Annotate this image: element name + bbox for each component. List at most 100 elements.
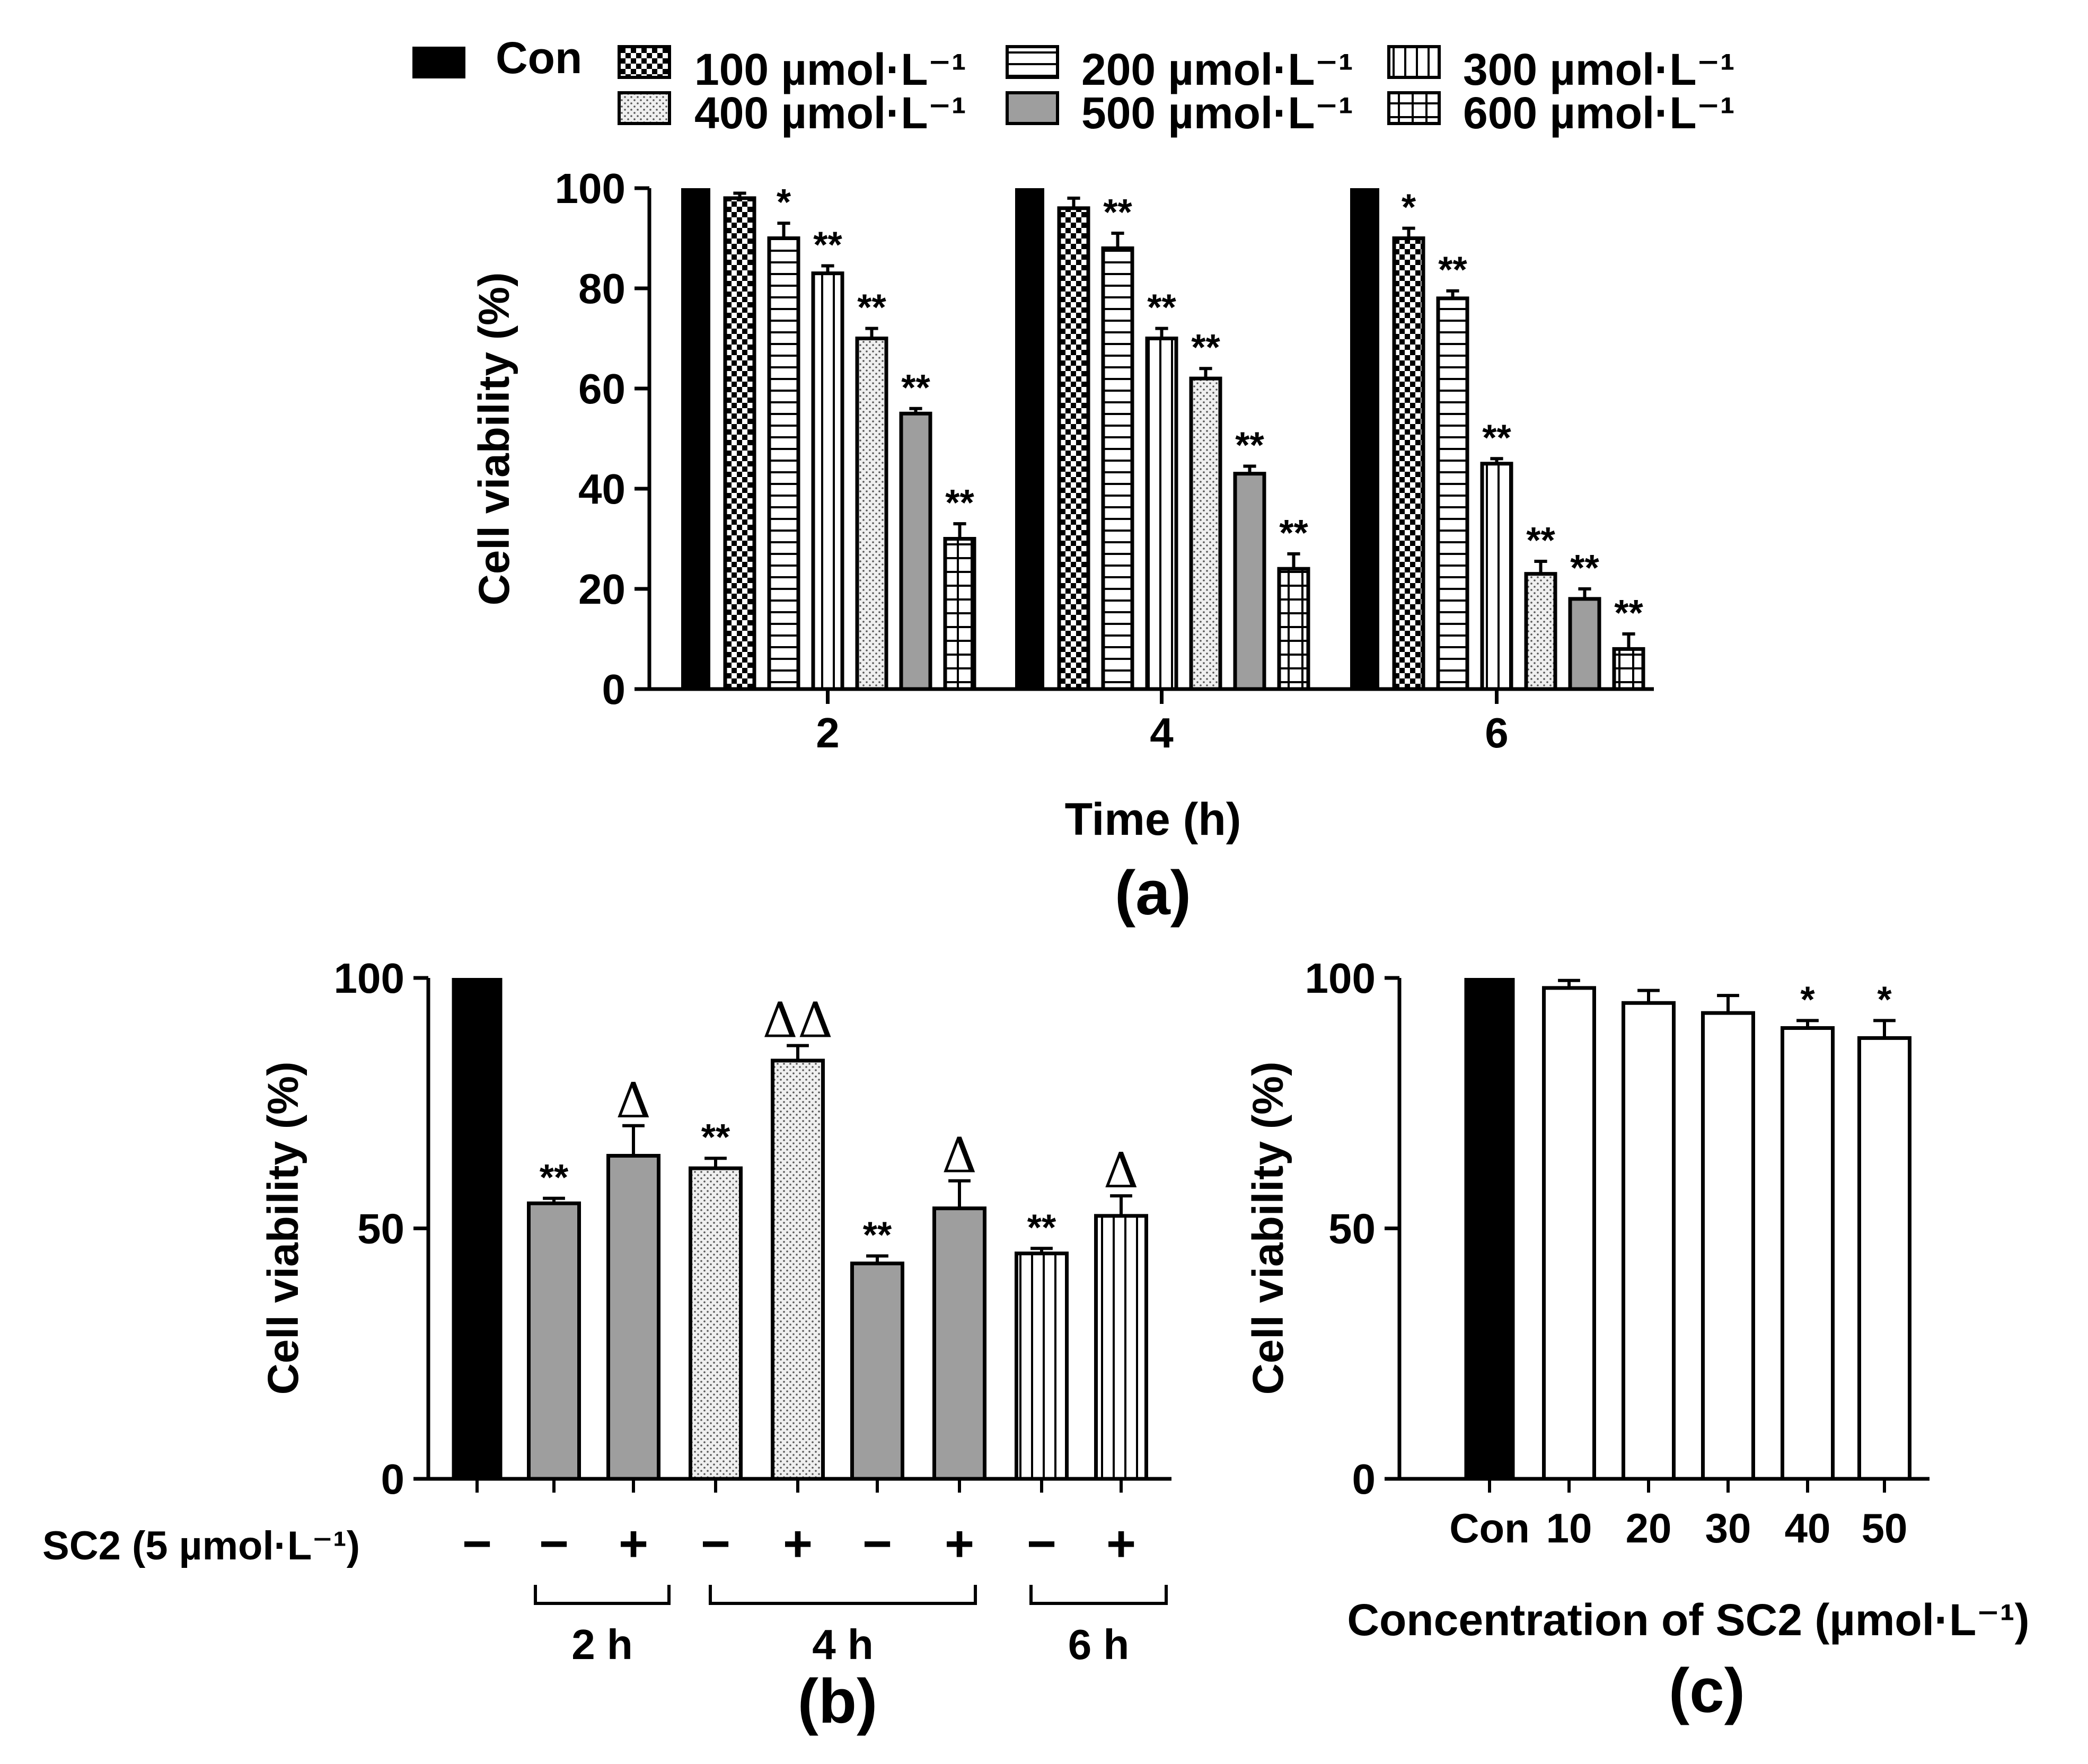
panel-b-bar-6 [932,1206,986,1481]
panel-b-bar-5 [850,1262,904,1481]
legend-swatch-500 [1006,91,1059,125]
panel-a-bar-4h-3-error-bar [1155,327,1168,339]
legend-swatch-100 [618,45,671,79]
panel-a-bar-6h-1-significance: * [1402,187,1416,228]
panel-b-sc2-sign-4: + [783,1515,813,1572]
panel-a-bar-4h-2 [1101,246,1134,691]
panel-a-x-tick-label: 4 [1150,709,1174,756]
panel-a-bar-2h-5 [899,411,932,691]
legend-label-400: 400 µmol·L⁻¹ [694,88,966,138]
panel-c-y-label: Cell viability (%) [1244,1062,1292,1395]
panel-a-bar-2h-1 [723,196,756,691]
panel-c-y-tick-label: 50 [1328,1205,1376,1253]
panel-a-bar-2h-2-error-bar [777,222,790,239]
panel-a-y-label: Cell viability (%) [470,272,518,606]
legend-entry-con: Con [412,33,582,83]
panel-a-bar-2h-3-significance: ** [813,224,842,265]
panel-b-sc2-signs: − − + − + − + − + [462,1515,1136,1572]
panel-b-y-tick-label: 100 [334,955,404,1002]
panel-c-bar-40-significance: * [1800,978,1815,1020]
panel-a-bar-4h-0 [1015,188,1044,689]
panel-a-bar-6h-4-significance: ** [1526,519,1555,561]
panel-a-bar-4h-5-significance: ** [1235,424,1264,465]
panel-a-chart: ** **************************** 020406080… [470,165,1654,928]
panel-b-bar-5-error-bar [866,1254,888,1264]
legend-label-300: 300 µmol·L⁻¹ [1463,45,1735,94]
panel-a-bar-6h-1-error-bar [1402,226,1415,239]
panel-b-y-tick-label: 50 [357,1205,404,1253]
panel-a-bar-4h-4-error-bar [1199,367,1212,379]
panel-c-bar-20 [1622,1001,1676,1481]
panel-c-x-ticks: Con 10 20 30 40 50 [1449,1479,1907,1551]
panel-b-bracket-1 [709,1585,977,1605]
panel-b-bar-4-error-bar [787,1044,809,1061]
panel-a-label: (a) [1115,858,1191,928]
panel-a-y-tick-label: 20 [578,566,625,613]
panel-a-x-ticks: 2 4 6 [816,689,1509,756]
panel-a-bar-2h-4-significance: ** [857,287,886,328]
panel-a-x-tick-label: 6 [1485,709,1509,756]
panel-b-bar-5-significance: ** [863,1214,892,1255]
panel-a-bar-4h-5 [1233,472,1266,691]
panel-c-x-tick-label: 40 [1785,1505,1831,1551]
panel-a-bar-4h-3-significance: ** [1147,287,1176,328]
panel-b-group-label-0: 2 h [571,1621,633,1668]
panel-b-y-label: Cell viability (%) [259,1062,307,1395]
panel-b-bar-1 [527,1201,581,1481]
panel-b-group-label-1: 4 h [812,1621,874,1668]
panel-a-bar-6h-3 [1480,462,1513,691]
panel-a-bar-6h-3-significance: ** [1482,417,1511,458]
panel-a-bar-2h-1-error-bar [733,191,746,198]
panel-b-bar-1-error-bar [543,1196,565,1204]
panel-a-bar-4h-5-error-bar [1243,464,1256,474]
legend-swatch-con [412,47,465,78]
panel-c-bar-50-significance: * [1877,978,1892,1020]
panel-a-bar-4h-4 [1189,376,1222,691]
panel-b-group-label-2: 6 h [1068,1621,1130,1668]
panel-a-bar-2h-0 [681,188,710,689]
panel-a-bar-2h-3-error-bar [821,264,834,274]
legend-label-200: 200 µmol·L⁻¹ [1081,45,1353,94]
panel-b-bar-2-error-bar [622,1124,645,1156]
panel-c-bar-20-error-bar [1637,989,1660,1003]
panel-b-y-tick-label: 0 [381,1456,405,1503]
panel-c-bar-30-error-bar [1717,994,1739,1013]
panel-a-bar-4h-6-error-bar [1287,552,1300,569]
panel-b-sc2-sign-1: − [539,1515,569,1572]
panel-a-bar-2h-5-significance: ** [901,367,930,408]
panel-b-bar-7 [1015,1251,1069,1481]
panel-b-bar-4 [771,1059,825,1481]
panel-c-bars: * * [1464,978,1911,1481]
panel-a-y-tick-label: 40 [578,465,625,513]
panel-a-bar-6h-4 [1524,572,1557,691]
panel-b-bracket-0 [534,1585,671,1605]
panel-c-bar-10-error-bar [1558,978,1580,988]
panel-a-y-tick-label: 60 [578,365,625,412]
panel-a-bar-6h-2 [1436,296,1469,691]
panel-a-bar-2h-6 [943,537,976,691]
panel-b-sc2-sign-5: − [862,1515,892,1572]
panel-c-bar-40-error-bar [1796,1019,1819,1028]
panel-b-bar-8-error-bar [1110,1194,1132,1216]
panel-c-x-tick-label: 10 [1546,1505,1592,1551]
panel-b-treatment-label: SC2 (5 µmol·L⁻¹) [42,1523,360,1568]
legend-swatch-200 [1006,45,1059,79]
panel-a-bar-6h-6-error-bar [1622,632,1635,649]
panel-a-bar-6h-3-error-bar [1490,457,1503,464]
panel-a-bar-2h-6-significance: ** [945,482,974,523]
panel-b-bar-0 [452,978,503,1479]
panel-b-time-groups: 2 h 4 h 6 h [534,1585,1168,1668]
panel-a-bar-2h-4 [855,337,888,691]
panel-a-x-tick-label: 2 [816,709,840,756]
legend-swatch-400 [618,91,671,125]
panel-a-bar-6h-5-error-bar [1578,587,1591,599]
legend-label-500: 500 µmol·L⁻¹ [1081,88,1353,138]
panel-a-bar-6h-0 [1350,188,1379,689]
panel-c-y-ticks: 0 50 100 [1305,955,1399,1503]
panel-b-y-ticks: 0 50 100 [334,955,428,1503]
panel-b-bars: ** Δ ** ΔΔ ** Δ ** Δ [452,978,1148,1493]
panel-a-y-tick-label: 100 [555,165,625,212]
legend-label-con: Con [496,33,582,83]
